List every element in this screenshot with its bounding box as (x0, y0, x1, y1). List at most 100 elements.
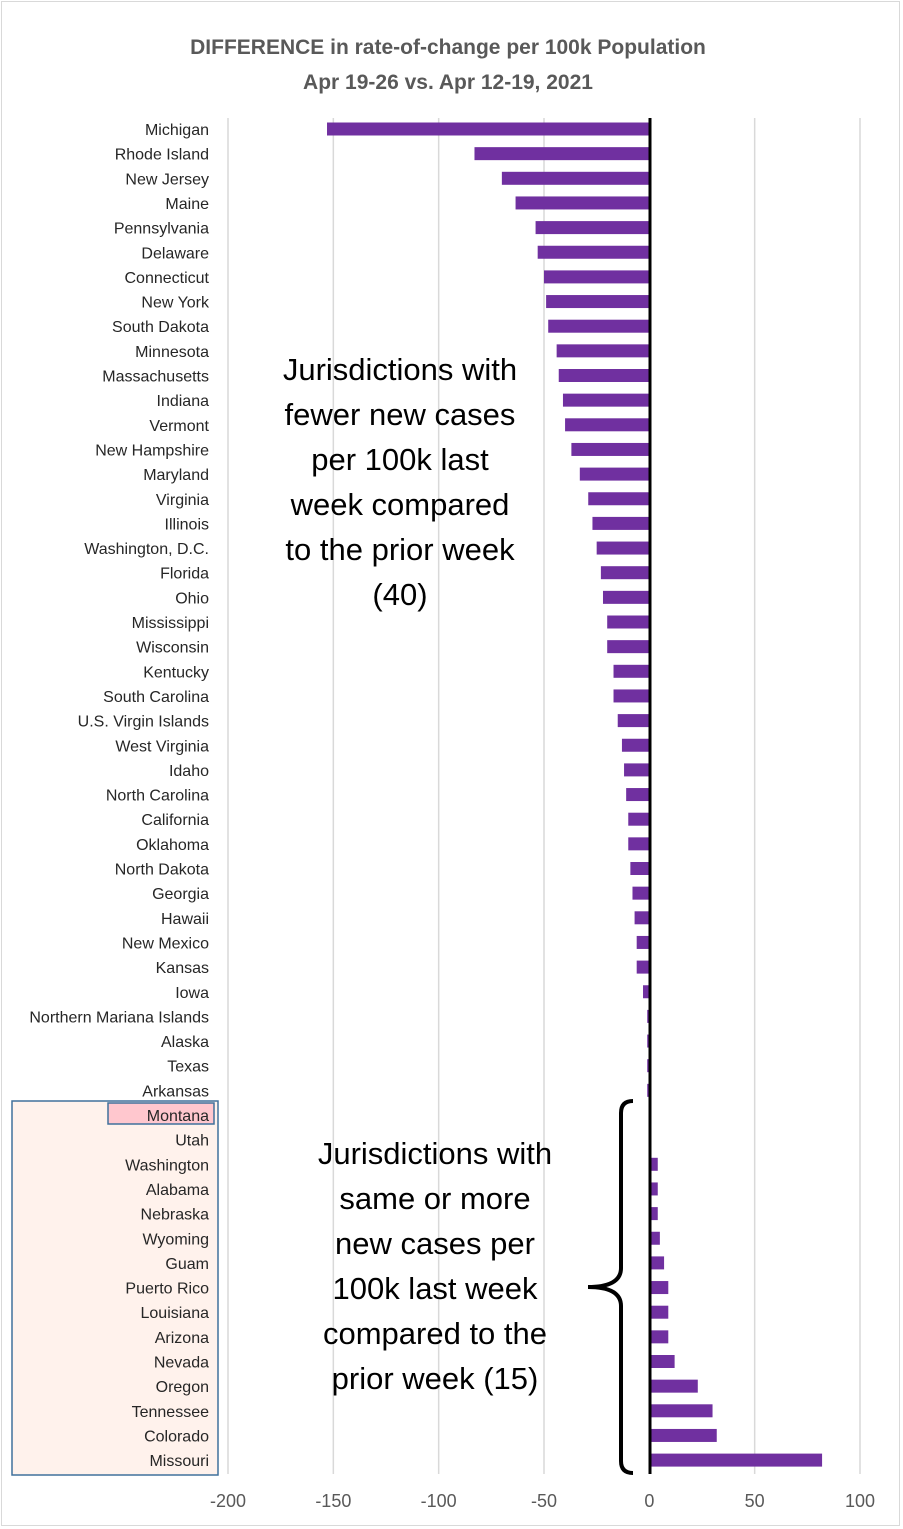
category-label-arizona: Arizona (155, 1330, 209, 1347)
category-label-puerto-rico: Puerto Rico (125, 1281, 209, 1298)
annotation-line: compared to the (323, 1316, 547, 1351)
category-label-montana: Montana (147, 1108, 209, 1125)
bar-tennessee (649, 1404, 713, 1418)
category-label-rhode-island: Rhode Island (115, 147, 209, 164)
annotation-line: (40) (372, 577, 427, 612)
category-label-hawaii: Hawaii (161, 911, 209, 928)
bar-alaska (647, 1034, 650, 1048)
category-label-kentucky: Kentucky (143, 664, 209, 681)
category-label-new-jersey: New Jersey (125, 171, 209, 188)
x-tick-label: 0 (644, 1491, 654, 1511)
bar-south-carolina (613, 689, 650, 703)
bar-florida (600, 566, 650, 580)
category-label-alabama: Alabama (146, 1182, 209, 1199)
bar-u-s-virgin-islands (617, 714, 650, 728)
montana-highlight-box (107, 1102, 215, 1125)
bar-guam (649, 1256, 665, 1270)
bar-iowa (643, 985, 650, 999)
bar-new-jersey (501, 171, 650, 185)
category-label-florida: Florida (160, 566, 209, 583)
category-label-utah: Utah (175, 1133, 209, 1150)
annotation-line: Jurisdictions with (283, 352, 517, 387)
bar-maryland (579, 467, 650, 481)
curly-brace (587, 1099, 634, 1475)
annotation-line: Jurisdictions with (318, 1136, 552, 1171)
category-label-colorado: Colorado (144, 1428, 209, 1445)
chart-title: DIFFERENCE in rate-of-change per 100k Po… (190, 36, 706, 59)
annotation-fewer-cases: Jurisdictions with fewer new cases per 100… (283, 352, 517, 612)
x-tick-label: 50 (745, 1491, 765, 1511)
category-label-ohio: Ohio (175, 590, 209, 607)
category-label-wyoming: Wyoming (142, 1231, 209, 1248)
bar-northern-mariana-islands (647, 1009, 650, 1023)
bar-oregon (649, 1379, 698, 1393)
bar-texas (647, 1059, 650, 1073)
bar-arkansas (647, 1083, 650, 1097)
category-label-missouri: Missouri (149, 1453, 209, 1470)
category-label-california: California (141, 812, 209, 829)
bar-new-york (546, 295, 650, 309)
bar-arizona (649, 1330, 669, 1344)
gridlines (227, 118, 861, 1474)
category-label-connecticut: Connecticut (125, 270, 210, 287)
category-label-indiana: Indiana (157, 393, 210, 410)
bar-indiana (562, 393, 650, 407)
category-label-nebraska: Nebraska (141, 1207, 210, 1224)
annotation-line: same or more (339, 1181, 530, 1216)
bar-mississippi (607, 615, 650, 629)
category-label-new-mexico: New Mexico (122, 935, 209, 952)
bar-idaho (624, 763, 650, 777)
category-label-washington-d-c: Washington, D.C. (84, 541, 209, 558)
category-label-mississippi: Mississippi (132, 615, 209, 632)
bar-kentucky (613, 664, 650, 678)
bar-illinois (592, 516, 650, 530)
category-label-new-york: New York (141, 295, 210, 312)
bar-nevada (649, 1355, 675, 1368)
bar-hawaii (634, 911, 650, 925)
annotation-line: week compared (290, 487, 510, 522)
x-tick-label: 100 (845, 1491, 875, 1511)
category-labels: Michigan Rhode Island New Jersey Maine Penns… (29, 122, 210, 1470)
bar-kansas (636, 960, 650, 974)
bar-washington-d-c (596, 541, 650, 555)
category-label-idaho: Idaho (169, 763, 209, 780)
category-label-maine: Maine (165, 196, 209, 213)
category-label-alaska: Alaska (161, 1034, 209, 1051)
x-tick-label: -50 (531, 1491, 557, 1511)
category-label-maryland: Maryland (143, 467, 209, 484)
category-label-arkansas: Arkansas (142, 1083, 209, 1100)
bar-maine (515, 196, 650, 210)
category-label-new-hampshire: New Hampshire (95, 442, 209, 459)
bar-vermont (565, 418, 650, 432)
category-label-u-s-virgin-islands: U.S. Virgin Islands (78, 714, 209, 731)
annotation-line: 100k last week (332, 1271, 538, 1306)
annotation-line: fewer new cases (285, 397, 516, 432)
x-tick-label: -100 (421, 1491, 457, 1511)
bar-puerto-rico (649, 1281, 669, 1295)
bar-massachusetts (558, 369, 650, 382)
bar-nebraska (649, 1207, 658, 1221)
bar-georgia (632, 886, 650, 900)
bar-washington (649, 1157, 658, 1171)
category-label-michigan: Michigan (145, 122, 209, 139)
annotation-line: per 100k last (311, 442, 489, 477)
category-label-nevada: Nevada (154, 1355, 209, 1372)
bar-michigan (327, 122, 650, 136)
category-label-tennessee: Tennessee (132, 1404, 209, 1421)
chart-subtitle: Apr 19-26 vs. Apr 12-19, 2021 (303, 71, 593, 94)
category-label-texas: Texas (167, 1059, 209, 1076)
x-tick-label: -200 (210, 1491, 246, 1511)
annotation-line: new cases per (335, 1226, 535, 1261)
category-label-west-virginia: West Virginia (115, 738, 209, 755)
bar-wisconsin (607, 640, 650, 654)
bar-alabama (649, 1182, 658, 1196)
bar-west-virginia (621, 738, 650, 752)
bars (327, 122, 823, 1467)
x-tick-labels: -200 -150 -100 -50 0 50 100 (210, 1491, 875, 1511)
bar-wyoming (649, 1231, 660, 1245)
category-label-georgia: Georgia (152, 886, 209, 903)
bar-louisiana (649, 1305, 669, 1319)
bar-north-carolina (626, 788, 650, 802)
